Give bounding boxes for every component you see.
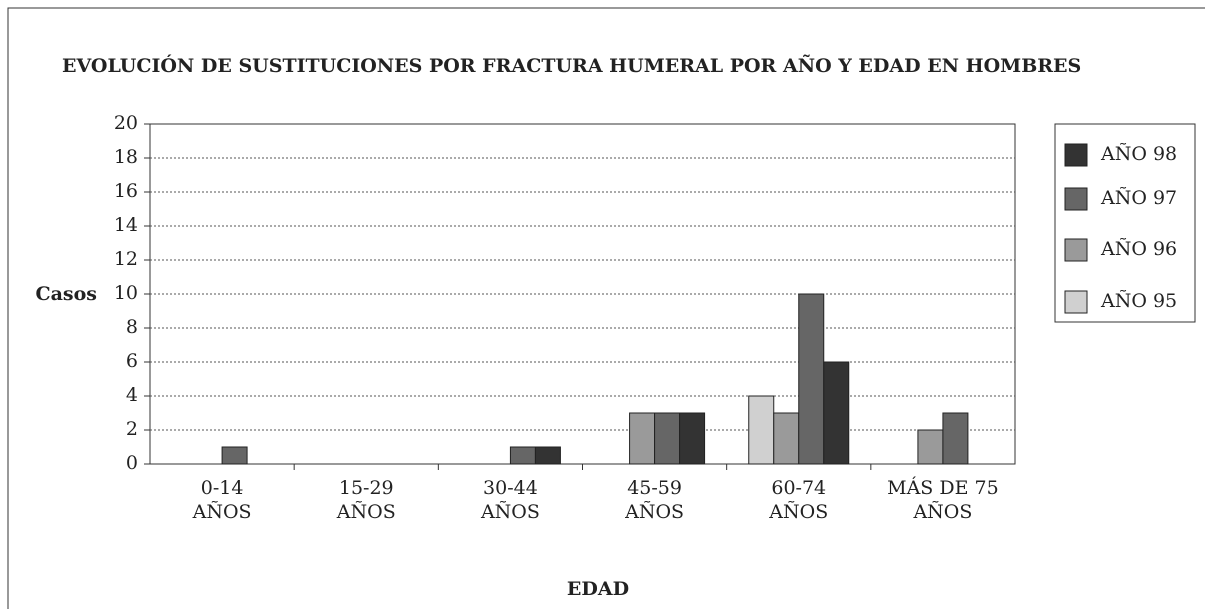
y-tick-label: 6 [126,350,138,372]
bar [654,412,681,465]
x-tick-label: 15-29 AÑOS [336,477,396,523]
legend-swatch [1064,238,1088,262]
bar [679,412,706,465]
x-tick-label: 45-59 AÑOS [624,477,684,523]
y-tick-label: 16 [114,180,138,202]
y-tick-label: 10 [114,282,138,304]
frame [7,7,1205,609]
bar [748,395,775,465]
legend-swatch [1064,187,1088,211]
y-tick-label: 0 [126,452,138,474]
x-tick-label: 0-14 AÑOS [192,477,252,523]
y-tick-label: 8 [126,316,138,338]
legend-label: AÑO 97 [1100,186,1177,209]
y-axis-label: Casos [36,283,98,305]
legend-label: AÑO 95 [1100,289,1177,312]
legend-swatch [1064,290,1088,314]
y-tick-label: 12 [114,248,138,270]
bar [629,412,656,465]
x-tick-label: MÁS DE 75 AÑOS [887,476,999,523]
chart-title: EVOLUCIÓN DE SUSTITUCIONES POR FRACTURA … [62,54,1081,77]
bar [534,446,561,465]
y-tick-label: 4 [126,384,138,406]
bar [773,412,800,465]
x-tick-label: 30-44 AÑOS [480,477,540,523]
bar [509,446,536,465]
legend-swatch [1064,143,1088,167]
y-tick-label: 18 [114,146,138,168]
bar [798,293,825,465]
legend-label: AÑO 98 [1100,142,1177,165]
y-tick-label: 2 [126,418,138,440]
bar [221,446,248,465]
y-tick-label: 14 [114,214,138,236]
x-axis-label: EDAD [567,578,629,600]
bar [823,361,850,465]
x-tick-label: 60-74 AÑOS [768,477,828,523]
y-tick-label: 20 [114,112,138,134]
bar [917,429,944,465]
legend-label: AÑO 96 [1100,237,1177,260]
bar [942,412,969,465]
